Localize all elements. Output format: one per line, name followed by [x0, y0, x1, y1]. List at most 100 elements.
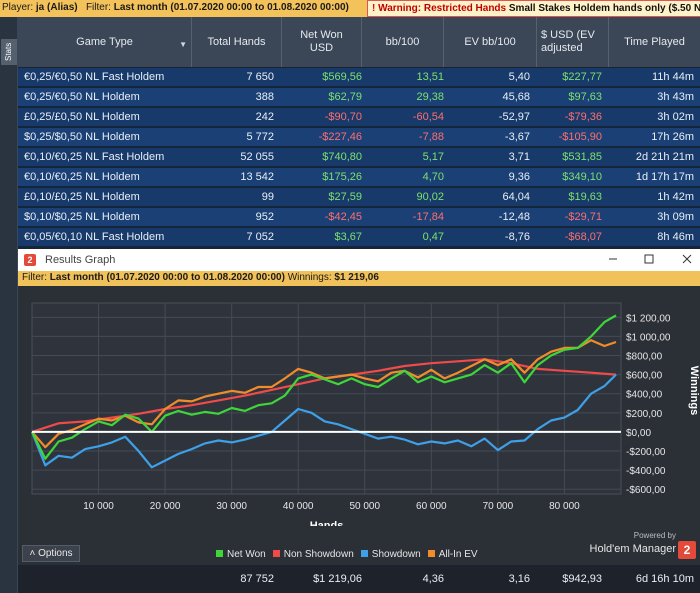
column-header-ev-bb100[interactable]: EV bb/100 — [444, 17, 537, 67]
filter-label: Filter: — [85, 2, 111, 13]
close-icon[interactable] — [680, 252, 694, 266]
x-tick-label: 30 000 — [216, 501, 247, 512]
ev-bb100-cell: 45,68 — [502, 91, 530, 103]
legend-label: All-In EV — [438, 549, 478, 560]
table-header: Game Type ▼ Total Hands Net Won USD bb/1… — [18, 17, 700, 67]
game-type-cell: $0,25/$0,50 NL Holdem — [24, 131, 140, 143]
stats-tab[interactable]: Stats — [1, 39, 17, 65]
game-type-cell: €0,25/€0,50 NL Fast Holdem — [24, 71, 165, 83]
column-label: Total Hands — [207, 35, 266, 48]
bb100-cell: -17,84 — [412, 211, 444, 223]
graph-bottom-bar: ˄ Options Net Won Non Showdown Showdown All… — [18, 528, 700, 565]
ev-bb100-cell: 64,04 — [502, 191, 530, 203]
table-row[interactable]: €0,10/€0,25 NL Holdem 13 542 $175,26 4,70 9,… — [18, 168, 700, 187]
bb100-cell: 4,70 — [422, 171, 444, 183]
bb100-cell: 29,38 — [416, 91, 444, 103]
total-hands-cell: 99 — [261, 191, 274, 203]
total-hands-cell: 388 — [255, 91, 274, 103]
table-row[interactable]: $0,10/$0,25 NL Holdem 952 -$42,45 -17,84 -12… — [18, 208, 700, 227]
legend-swatch — [360, 550, 368, 557]
side-panel: Stats — [0, 17, 18, 593]
total-hands-cell: 7 052 — [246, 231, 274, 243]
results-chart[interactable]: 10 000 20 000 30 000 40 000 50 000 60 000 70 0… — [18, 286, 700, 526]
time-played-cell: 1d 17h 17m — [635, 171, 694, 183]
minimize-icon[interactable] — [606, 252, 620, 266]
legend-item[interactable]: Showdown — [360, 549, 421, 560]
usd-ev-adjusted-cell: $531,85 — [562, 151, 602, 163]
powered-by-text: Powered by — [633, 531, 676, 540]
totals-row: 87 752 $1 219,06 4,36 3,16 $942,93 6d 16… — [18, 567, 700, 593]
player-filter-text: Player: ja (Alias) Filter: Last month (0… — [2, 2, 349, 13]
y-axis-label: Winnings — [688, 366, 700, 415]
time-played-cell: 2d 21h 21m — [635, 151, 694, 163]
filter-value[interactable]: Last month (01.07.2020 00:00 to 01.08.20… — [113, 2, 349, 13]
restricted-hands-warning[interactable]: ! Warning: Restricted Hands Small Stakes… — [367, 0, 700, 17]
window-titlebar[interactable]: 2 Results Graph — [18, 249, 700, 271]
table-row[interactable]: €0,25/€0,50 NL Holdem 388 $62,79 29,38 45,68… — [18, 88, 700, 107]
game-type-cell: €0,25/€0,50 NL Holdem — [24, 91, 140, 103]
ev-bb100-cell: 9,36 — [508, 171, 530, 183]
column-header-time-played[interactable]: Time Played — [609, 17, 700, 67]
total-hands-cell: 5 772 — [246, 131, 274, 143]
net-won-cell: $175,26 — [322, 171, 362, 183]
game-type-cell: €0,10/€0,25 NL Holdem — [24, 171, 140, 183]
net-won-cell: $569,56 — [322, 71, 362, 83]
total-hands-cell: 52 055 — [240, 151, 274, 163]
usd-ev-adjusted-cell: $349,10 — [562, 171, 602, 183]
table-row[interactable]: £0,10/£0,25 NL Holdem 99 $27,59 90,02 64,04 $… — [18, 188, 700, 207]
y-tick-label: $400,00 — [626, 390, 663, 401]
warning-icon: ! — [372, 3, 376, 14]
player-value[interactable]: ja (Alias) — [35, 2, 78, 13]
x-axis-label: Hands — [310, 520, 344, 526]
ev-bb100-cell: 5,40 — [508, 71, 530, 83]
legend-item[interactable]: Non Showdown — [272, 549, 354, 560]
x-tick-label: 70 000 — [483, 501, 514, 512]
usd-ev-adjusted-cell: -$105,90 — [558, 131, 602, 143]
usd-ev-adjusted-cell: $19,63 — [568, 191, 602, 203]
usd-ev-adjusted-cell: -$29,71 — [564, 211, 602, 223]
filter-label: Filter: — [22, 272, 47, 283]
time-played-cell: 3h 43m — [657, 91, 694, 103]
plot-area — [31, 302, 622, 495]
table-row[interactable]: £0,25/£0,50 NL Holdem 242 -$90,70 -60,54 -52… — [18, 108, 700, 127]
column-header-usd-ev-adjusted[interactable]: $ USD (EV adjusted — [537, 17, 609, 67]
legend-item[interactable]: All-In EV — [427, 549, 478, 560]
column-label: Time Played — [624, 35, 685, 48]
usd-ev-adjusted-cell: $227,77 — [562, 71, 602, 83]
options-button[interactable]: ˄ Options — [22, 545, 80, 562]
y-tick-label: $600,00 — [626, 371, 663, 382]
filter-value: Last month (01.07.2020 00:00 to 01.08.20… — [49, 272, 285, 283]
table-row[interactable]: €0,05/€0,10 NL Fast Holdem 7 052 $3,67 0,47… — [18, 228, 700, 247]
total-usd-ev-adjusted: $942,93 — [562, 573, 602, 585]
x-tick-label: 80 000 — [549, 501, 580, 512]
column-header-net-won[interactable]: Net Won USD — [282, 17, 362, 67]
x-tick-label: 60 000 — [416, 501, 447, 512]
ev-bb100-cell: 3,71 — [508, 151, 530, 163]
column-header-game-type[interactable]: Game Type ▼ — [18, 17, 192, 67]
bb100-cell: 90,02 — [416, 191, 444, 203]
ev-bb100-cell: -8,76 — [504, 231, 530, 243]
table-row[interactable]: $0,25/$0,50 NL Holdem 5 772 -$227,46 -7,88 -… — [18, 128, 700, 147]
table-row[interactable]: €0,25/€0,50 NL Fast Holdem 7 650 $569,56 13… — [18, 68, 700, 87]
column-label: Net Won USD — [300, 29, 343, 54]
total-net-won: $1 219,06 — [313, 573, 362, 585]
net-won-cell: -$227,46 — [318, 131, 362, 143]
column-header-total-hands[interactable]: Total Hands — [192, 17, 282, 67]
usd-ev-adjusted-cell: -$68,07 — [564, 231, 602, 243]
time-played-cell: 3h 09m — [657, 211, 694, 223]
game-type-cell: £0,10/£0,25 NL Holdem — [24, 191, 140, 203]
game-type-cell: $0,10/$0,25 NL Holdem — [24, 211, 140, 223]
ev-bb100-cell: -3,67 — [504, 131, 530, 143]
legend-swatch — [272, 550, 280, 557]
y-tick-label: $800,00 — [626, 352, 663, 363]
legend-item[interactable]: Net Won — [216, 549, 266, 560]
net-won-cell: -$90,70 — [324, 111, 362, 123]
maximize-icon[interactable] — [642, 252, 656, 266]
x-tick-label: 20 000 — [150, 501, 181, 512]
column-label: $ USD (EV adjusted — [541, 29, 595, 54]
net-won-cell: $3,67 — [334, 231, 362, 243]
series-line-net-won — [31, 314, 617, 460]
column-header-bb100[interactable]: bb/100 — [362, 17, 444, 67]
table-row[interactable]: €0,10/€0,25 NL Fast Holdem 52 055 $740,80 5… — [18, 148, 700, 167]
bb100-cell: -60,54 — [412, 111, 444, 123]
